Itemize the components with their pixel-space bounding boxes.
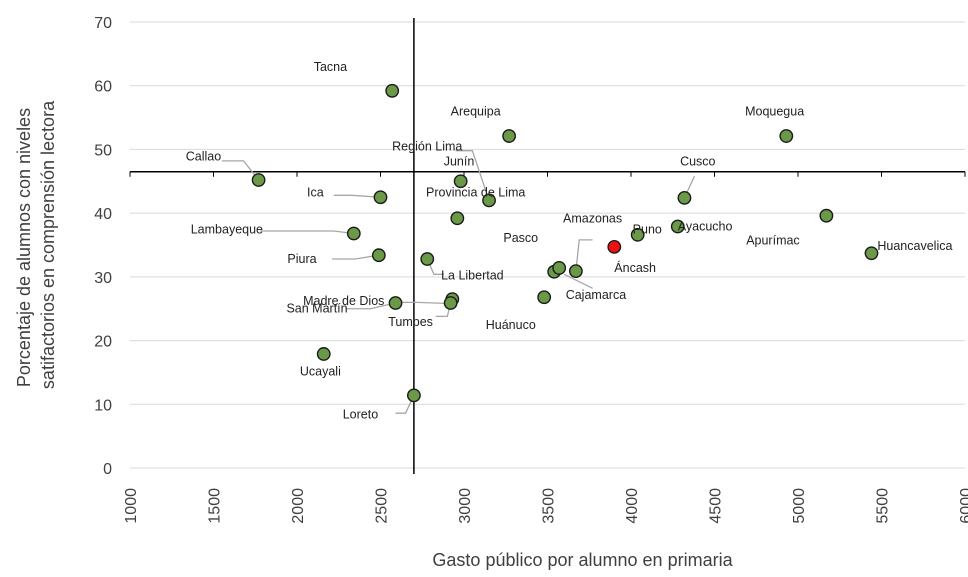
data-label: Tumbes (388, 315, 433, 329)
data-point (316, 347, 331, 361)
y-tick-label: 60 (94, 79, 112, 96)
leader-line (260, 230, 354, 235)
x-tick-labels: 1000 1500 2000 2500 3000 3500 4000 4500 5000 5500… (123, 488, 968, 524)
data-point (388, 296, 403, 310)
x-tick-label: 3000 (457, 488, 474, 524)
data-point (251, 173, 266, 187)
data-points (251, 83, 879, 403)
leader-line (455, 150, 490, 201)
data-label: Ucayali (300, 365, 341, 379)
data-point (779, 129, 794, 143)
data-label: Junín (444, 154, 475, 168)
data-label: Pasco (503, 231, 538, 245)
data-point (406, 388, 421, 403)
x-tick-label: 1000 (123, 488, 140, 524)
data-point (453, 174, 468, 189)
data-point (443, 296, 458, 310)
y-axis-title-line-1: Porcentaje de alumnos con niveles (14, 108, 34, 387)
data-point (346, 226, 361, 241)
data-point (450, 211, 465, 226)
x-tick-label: 3500 (541, 488, 558, 524)
data-label: Huancavelica (877, 239, 952, 253)
data-label: Puno (633, 223, 662, 237)
data-label: La Libertad (441, 268, 504, 282)
data-label: Arequipa (451, 105, 501, 119)
data-point (482, 193, 496, 208)
x-tick-label: 5000 (791, 488, 808, 524)
x-tick-label: 4000 (624, 488, 641, 524)
data-label: Lambayeque (191, 223, 263, 237)
x-tick-label: 4500 (708, 488, 725, 524)
data-point (819, 208, 834, 223)
leader-line (221, 160, 260, 181)
leader-line (563, 273, 593, 289)
data-point (552, 261, 567, 275)
data-label: Cajamarca (566, 288, 626, 302)
y-tick-labels: 0 10 20 30 40 50 60 70 (94, 15, 112, 478)
data-point (373, 190, 388, 205)
data-point (385, 83, 400, 98)
x-tick-label: 2000 (290, 488, 307, 524)
x-tick-label: 2500 (374, 488, 391, 524)
data-label: Ayacucho (678, 219, 733, 233)
y-tick-label: 0 (103, 461, 112, 478)
data-label: San Martín (286, 302, 347, 316)
data-point (864, 246, 879, 261)
leader-line (332, 254, 379, 260)
y-tick-label: 10 (94, 397, 112, 414)
data-label: Amazonas (563, 212, 622, 226)
data-point (568, 264, 583, 279)
y-tick-label: 20 (94, 334, 112, 351)
data-point (371, 248, 386, 263)
reference-lines (129, 18, 966, 474)
y-tick-label: 50 (94, 142, 112, 159)
leader-line (333, 194, 381, 198)
data-point (537, 290, 552, 305)
data-point (607, 240, 622, 254)
data-label: Apurímac (746, 233, 800, 247)
data-label: Ica (307, 186, 324, 200)
y-axis-title-line-2: satifactorios en comprensión lectora (38, 100, 58, 389)
x-tick-label: 5500 (875, 488, 892, 524)
data-label: Callao (186, 149, 221, 163)
y-tick-label: 70 (94, 15, 112, 32)
y-tick-label: 30 (94, 270, 112, 287)
data-label: Madre de Dios (303, 294, 384, 308)
data-point (670, 219, 685, 234)
data-label: Áncash (614, 260, 656, 275)
data-label: Provincia de Lima (426, 186, 525, 200)
x-tick-label: 6000 (958, 488, 968, 524)
data-point (420, 252, 435, 266)
x-axis-title: Gasto público por alumno en primaria (432, 550, 733, 570)
data-point (677, 190, 692, 205)
data-label: Cusco (680, 154, 715, 168)
data-point (630, 227, 645, 242)
y-tick-label: 40 (94, 206, 112, 223)
data-label: Huánuco (486, 318, 536, 332)
data-label: Moquegua (745, 105, 804, 119)
leader-line (345, 302, 396, 310)
data-label: Tacna (314, 60, 347, 74)
data-label: Loreto (343, 407, 378, 421)
data-label: Piura (287, 252, 316, 266)
leader-line (575, 239, 593, 272)
point-labels: Tacna Arequipa Moquegua Callao Región LimaJu… (186, 60, 953, 421)
gridlines (130, 21, 965, 469)
y-axis-title: Porcentaje de alumnos con niveles satifa… (14, 100, 58, 389)
x-tick-label: 1500 (207, 488, 224, 524)
data-label: Región Lima (392, 140, 462, 154)
data-point (502, 129, 516, 143)
